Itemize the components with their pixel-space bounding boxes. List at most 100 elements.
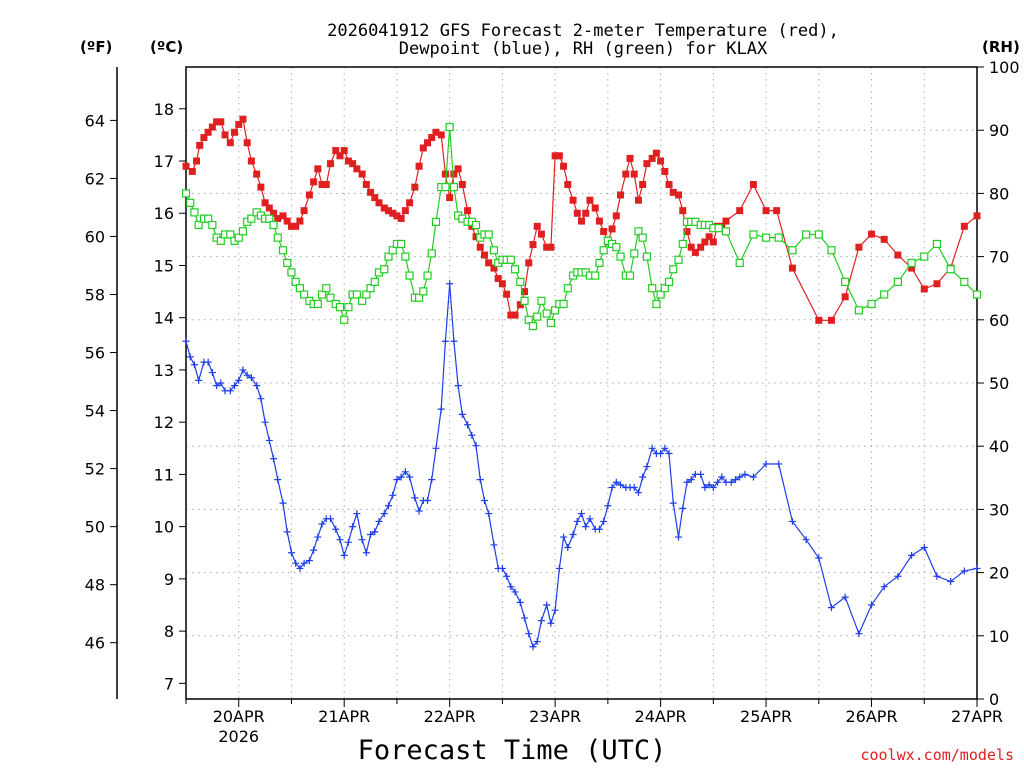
dewpoint-point — [669, 499, 677, 507]
temperature-point — [415, 162, 423, 170]
temperature-point — [648, 154, 656, 162]
dewpoint-point — [894, 572, 902, 580]
tick-label-fahrenheit: 64 — [85, 111, 105, 130]
relative-humidity-point — [401, 252, 410, 261]
temperature-point — [424, 139, 432, 147]
tick-label-x: 25APR — [740, 707, 792, 726]
dewpoint-point — [468, 431, 476, 439]
relative-humidity-point — [352, 290, 361, 299]
relative-humidity-point — [287, 268, 296, 277]
relative-humidity-point — [880, 290, 889, 299]
dewpoint-point — [204, 358, 212, 366]
temperature-point — [441, 170, 449, 178]
temperature-point — [188, 167, 196, 175]
dewpoint-point — [318, 520, 326, 528]
relative-humidity-point — [283, 258, 292, 268]
temperature-point — [243, 139, 251, 147]
dewpoint-point — [349, 523, 357, 531]
temperature-point — [221, 131, 229, 139]
tick-label-rh: 30 — [989, 500, 1009, 519]
relative-humidity-point — [190, 208, 199, 217]
tick-label-x: 22APR — [424, 707, 476, 726]
dewpoint-point — [270, 455, 278, 463]
dewpoint-point — [326, 515, 334, 523]
dewpoint-point — [714, 478, 722, 486]
dewpoint-point — [336, 536, 344, 544]
dewpoint-point — [537, 617, 545, 625]
temperature-point — [498, 280, 506, 288]
dewpoint-point — [296, 564, 304, 572]
dewpoint-point — [243, 371, 251, 379]
relative-humidity-point — [313, 299, 322, 309]
dewpoint-point — [933, 572, 941, 580]
dewpoint-point — [551, 606, 559, 614]
tick-label-fahrenheit: 46 — [85, 634, 105, 653]
dewpoint-point — [586, 515, 594, 523]
dewpoint-point — [283, 528, 291, 536]
temperature-point — [490, 264, 498, 272]
relative-humidity-point — [335, 303, 345, 312]
relative-humidity-point — [599, 246, 608, 255]
relative-humidity-point — [317, 290, 327, 299]
temperature-point — [560, 162, 568, 170]
dewpoint-point — [525, 630, 533, 638]
relative-humidity-point — [867, 299, 876, 309]
temperature-point — [521, 288, 529, 296]
temperature-point — [525, 259, 533, 267]
tick-label-x: 26APR — [845, 707, 897, 726]
dewpoint-point — [458, 410, 466, 418]
temperature-point — [472, 233, 480, 241]
dewpoint-point — [731, 476, 739, 484]
dewpoint-point — [190, 361, 198, 369]
dewpoint-point — [239, 366, 247, 374]
dewpoint-point — [788, 517, 796, 525]
dewpoint-point — [247, 374, 255, 382]
chart-title-line2: Dewpoint (blue), RH (green) for KLAX — [399, 39, 768, 59]
dewpoint-point — [612, 478, 620, 486]
tick-label-celsius: 8 — [164, 622, 174, 641]
relative-humidity-point — [591, 271, 600, 280]
chart-title-line1: 2026041912 GFS Forecast 2-meter Temperat… — [327, 21, 839, 41]
temperature-point — [458, 181, 466, 189]
dewpoint-point — [841, 593, 849, 601]
dewpoint-point — [208, 369, 216, 377]
relative-humidity-point — [278, 246, 288, 255]
tick-label-fahrenheit: 62 — [85, 169, 105, 188]
relative-humidity-point — [506, 255, 515, 264]
dewpoint-point — [389, 491, 397, 499]
dewpoint-point — [415, 507, 423, 515]
temperature-point — [310, 178, 318, 186]
temperature-point — [265, 204, 273, 212]
dewpoint-point — [827, 604, 835, 612]
relative-humidity-point — [652, 299, 661, 309]
series-relative-humidity — [181, 122, 982, 331]
relative-humidity-point — [546, 318, 556, 328]
temperature-point — [591, 204, 599, 212]
temperature-point — [411, 183, 419, 191]
temperature-point — [736, 207, 744, 215]
relative-humidity-point — [537, 296, 546, 305]
tick-label-celsius: 7 — [164, 674, 174, 693]
temperature-point — [533, 222, 541, 230]
dewpoint-point — [529, 643, 537, 651]
dewpoint-point — [718, 473, 726, 481]
temperature-point — [507, 311, 515, 319]
relative-humidity-point — [634, 227, 643, 236]
dewpoint-point — [547, 619, 555, 627]
relative-humidity-point — [326, 293, 335, 302]
dewpoint-point — [802, 536, 810, 544]
relative-humidity-point — [445, 122, 454, 132]
temperature-point — [503, 290, 511, 298]
temperature-point — [200, 134, 208, 142]
relative-humidity-point — [322, 284, 331, 293]
dewpoint-point — [868, 601, 876, 609]
dewpoint-point — [675, 533, 683, 541]
temperature-point — [569, 196, 577, 204]
temperature-point — [920, 285, 928, 293]
relative-humidity-point — [642, 252, 651, 261]
relative-humidity-point — [542, 309, 551, 318]
temperature-point — [375, 199, 383, 207]
dewpoint-point — [305, 557, 313, 565]
dewpoint-point — [617, 481, 625, 489]
